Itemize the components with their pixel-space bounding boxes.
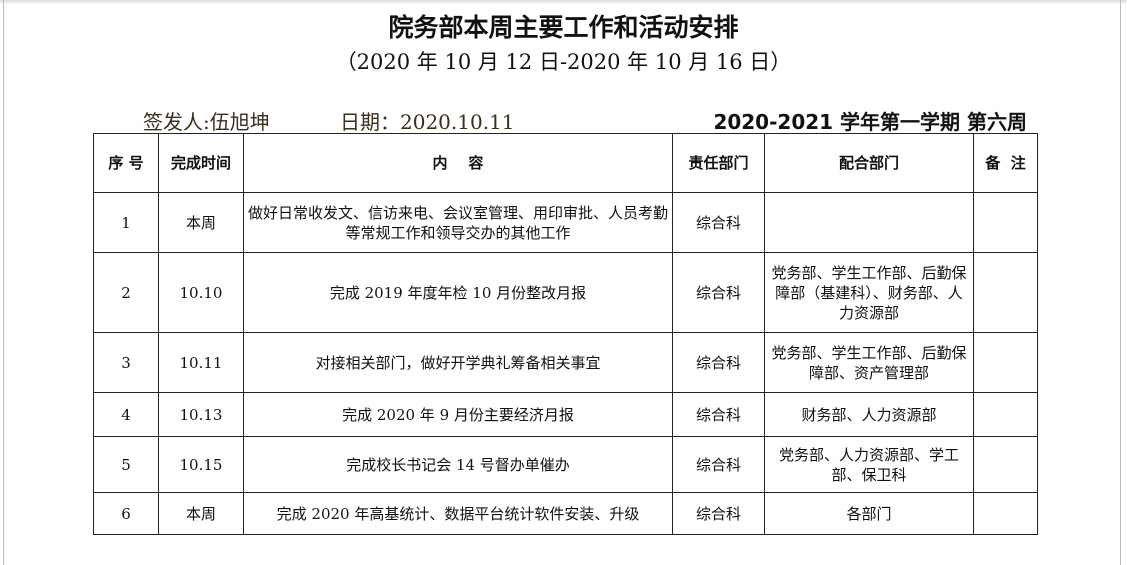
page-top-shadow: [0, 0, 1127, 5]
cell-content: 完成校长书记会 14 号督办单催办: [243, 436, 673, 493]
term-week: 2020-2021 学年第一学期 第六周: [713, 110, 1027, 134]
header-coop: 配合部门: [764, 133, 974, 193]
cell-time: 10.11: [158, 332, 244, 393]
cell-dept: 综合科: [672, 492, 765, 535]
cell-note: [973, 492, 1038, 535]
header-note: 备 注: [973, 133, 1038, 193]
cell-dept: 综合科: [672, 252, 765, 333]
cell-no: 4: [93, 392, 159, 437]
schedule-table: 序 号 完成时间 内 容 责任部门 配合部门 备 注 1 本周 做好日常收发文、信访…: [93, 133, 1038, 535]
cell-time: 本周: [158, 192, 244, 253]
table-row: 6 本周 完成 2020 年高基统计、数据平台统计软件安装、升级 综合科 各部门: [93, 492, 1038, 535]
table-row: 2 10.10 完成 2019 年度年检 10 月份整改月报 综合科 党务部、学生工作部…: [93, 252, 1038, 333]
header-content: 内 容: [243, 133, 673, 193]
cell-no: 6: [93, 492, 159, 535]
cell-note: [973, 192, 1038, 253]
cell-no: 3: [93, 332, 159, 393]
cell-coop: 财务部、人力资源部: [764, 392, 974, 437]
cell-content: 做好日常收发文、信访来电、会议室管理、用印审批、人员考勤等常规工作和领导交办的其…: [243, 192, 673, 253]
table-row: 1 本周 做好日常收发文、信访来电、会议室管理、用印审批、人员考勤等常规工作和领导交…: [93, 192, 1038, 253]
cell-coop: 党务部、学生工作部、后勤保障部（基建科）、财务部、人力资源部: [764, 252, 974, 333]
cell-note: [973, 252, 1038, 333]
cell-time: 10.15: [158, 436, 244, 493]
date-range-subtitle: （2020 年 10 月 12 日-2020 年 10 月 16 日）: [335, 50, 792, 74]
document-title: 院务部本周主要工作和活动安排: [388, 13, 739, 42]
header-no: 序 号: [93, 133, 159, 193]
table-row: 4 10.13 完成 2020 年 9 月份主要经济月报 综合科 财务部、人力资源部: [93, 392, 1038, 437]
page-left-edge: [3, 0, 4, 565]
cell-dept: 综合科: [672, 436, 765, 493]
page-right-edge: [1120, 0, 1121, 565]
table-row: 5 10.15 完成校长书记会 14 号督办单催办 综合科 党务部、人力资源部、学工部、…: [93, 436, 1038, 493]
cell-content: 完成 2020 年 9 月份主要经济月报: [243, 392, 673, 437]
cell-coop: 党务部、学生工作部、后勤保障部、资产管理部: [764, 332, 974, 393]
cell-dept: 综合科: [672, 392, 765, 437]
cell-no: 5: [93, 436, 159, 493]
header-row: 序 号 完成时间 内 容 责任部门 配合部门 备 注: [93, 133, 1038, 193]
cell-dept: 综合科: [672, 192, 765, 253]
cell-note: [973, 392, 1038, 437]
header-time: 完成时间: [158, 133, 244, 193]
cell-content: 完成 2020 年高基统计、数据平台统计软件安装、升级: [243, 492, 673, 535]
cell-no: 1: [93, 192, 159, 253]
cell-content: 完成 2019 年度年检 10 月份整改月报: [243, 252, 673, 333]
header-dept: 责任部门: [672, 133, 765, 193]
cell-coop: 各部门: [764, 492, 974, 535]
signer: 签发人:伍旭坤: [143, 110, 270, 134]
cell-note: [973, 332, 1038, 393]
issue-date: 日期：2020.10.11: [340, 110, 515, 134]
cell-note: [973, 436, 1038, 493]
cell-time: 10.13: [158, 392, 244, 437]
cell-dept: 综合科: [672, 332, 765, 393]
cell-coop: [764, 192, 974, 253]
cell-content: 对接相关部门，做好开学典礼筹备相关事宜: [243, 332, 673, 393]
cell-no: 2: [93, 252, 159, 333]
cell-time: 本周: [158, 492, 244, 535]
cell-time: 10.10: [158, 252, 244, 333]
table-row: 3 10.11 对接相关部门，做好开学典礼筹备相关事宜 综合科 党务部、学生工作部、后勤…: [93, 332, 1038, 393]
cell-coop: 党务部、人力资源部、学工部、保卫科: [764, 436, 974, 493]
